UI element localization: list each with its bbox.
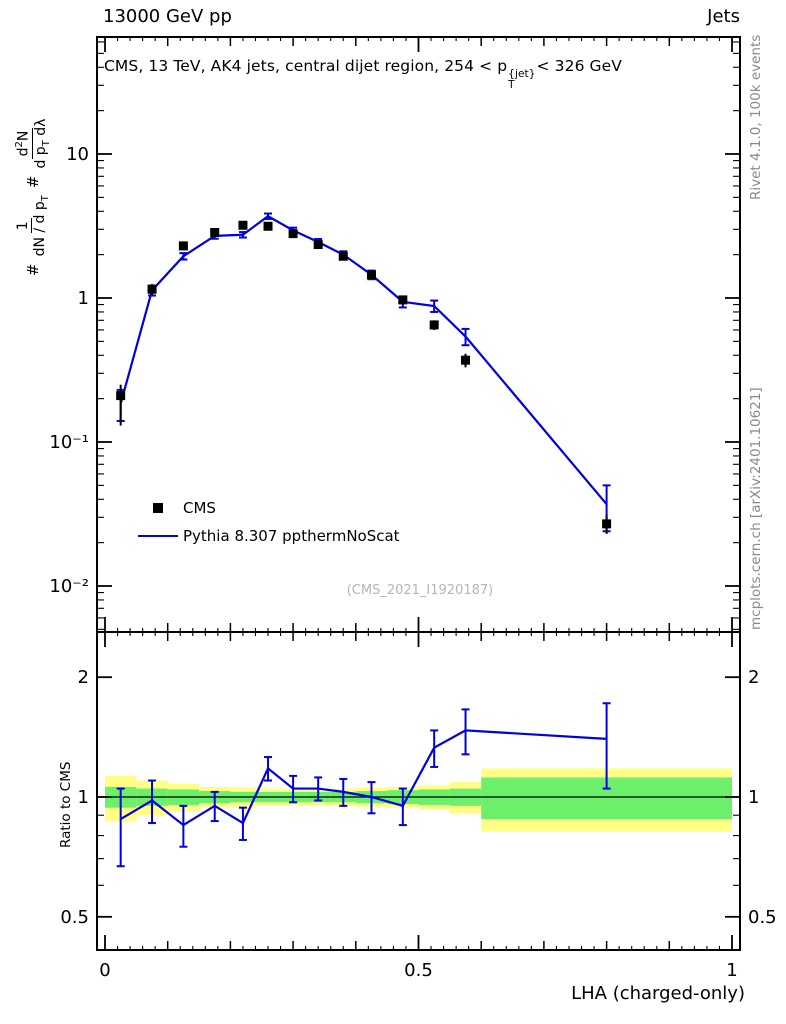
cms-data-marker: [178, 241, 188, 251]
legend-entry-pythia: Pythia 8.307 ppthermNoScat: [136, 522, 400, 550]
tick-label: 10⁻²: [49, 576, 89, 597]
legend-pythia-icon-box: [136, 535, 180, 537]
cms-data-marker: [147, 284, 157, 294]
ylabel-frac2-den-sub: T: [40, 140, 52, 147]
ylabel-frac1-num: 1: [14, 218, 32, 234]
cms-data-marker: [398, 295, 408, 305]
ratio-curve: [120, 729, 607, 827]
tick-label: 2: [748, 667, 759, 688]
tick-label: 1: [748, 787, 759, 808]
ylabel-frac2-den-text2: dλ: [32, 118, 49, 141]
mcplots-arxiv-label: mcplots.cern.ch [arXiv:2401.10621]: [748, 387, 764, 630]
cms-data-marker: [461, 355, 471, 365]
ratio-panel-frame: [96, 631, 741, 951]
tick-label: 2: [78, 667, 89, 688]
pt-jet-supsub: {jet} T: [508, 69, 535, 90]
ylabel-frac1-den: dN / d pT: [32, 193, 51, 258]
plot-title-suffix: < 326 GeV: [536, 57, 623, 75]
tick-label: 0: [99, 960, 110, 981]
cms-data-marker: [238, 220, 248, 230]
legend-cms-marker: [153, 503, 163, 513]
cms-data-marker: [366, 270, 376, 280]
main-y-axis-label: # 1 dN / d pT # d2N d pT dλ: [14, 117, 52, 276]
ylabel-frac2-num-d: d: [15, 147, 32, 157]
ylabel-frac1-den-text: dN / d p: [31, 201, 48, 257]
analysis-watermark: (CMS_2021_I1920187): [346, 583, 494, 598]
legend-pythia-line: [138, 535, 178, 537]
ylabel-fraction-2: d2N d pT dλ: [14, 117, 52, 171]
tick-label: 1: [78, 288, 89, 309]
pt-superscript: {jet}: [508, 68, 536, 80]
tick-label: 0.5: [748, 907, 777, 928]
legend-pythia-label: Pythia 8.307 ppthermNoScat: [183, 527, 400, 545]
cms-data-marker: [429, 320, 439, 330]
tick-label: 0.5: [404, 960, 433, 981]
ylabel-hash-1: #: [24, 263, 43, 276]
tick-label: 10⁻¹: [49, 432, 89, 453]
ylabel-frac2-num-sup: 2: [14, 141, 25, 148]
cms-data-marker: [288, 229, 298, 239]
plot-title-prefix: CMS, 13 TeV, AK4 jets, central dijet reg…: [104, 57, 508, 75]
ylabel-frac2-den: d pT dλ: [33, 117, 52, 171]
beam-energy-label: 13000 GeV pp: [103, 6, 232, 27]
ylabel-frac2-num: d2N: [14, 127, 33, 160]
ratio-y-axis-label: Ratio to CMS: [58, 761, 74, 848]
cms-data-marker: [116, 391, 126, 401]
ylabel-frac1-den-sub: T: [39, 195, 51, 202]
pt-subscript: T: [508, 78, 515, 91]
pythia-curve: [119, 214, 608, 505]
process-label: Jets: [707, 6, 740, 27]
x-axis-title: LHA (charged-only): [571, 983, 745, 1004]
tick-label: 1: [726, 960, 737, 981]
plot-title: CMS, 13 TeV, AK4 jets, central dijet reg…: [104, 57, 746, 90]
legend-cms-label: CMS: [183, 499, 216, 517]
ylabel-frac2-den-text: d p: [32, 146, 49, 169]
tick-label: 1: [78, 787, 89, 808]
cms-data-marker: [602, 519, 612, 529]
cms-data-marker: [313, 240, 323, 250]
tick-label: 10: [66, 144, 89, 165]
cms-data-marker: [338, 251, 348, 261]
tick-label: 0.5: [60, 907, 89, 928]
legend: CMS Pythia 8.307 ppthermNoScat: [136, 494, 400, 550]
ylabel-fraction-1: 1 dN / d pT: [14, 193, 51, 258]
ylabel-frac2-num-n: N: [15, 130, 32, 142]
cms-data-marker: [263, 221, 273, 231]
rivet-version-label: Rivet 4.1.0, 100k events: [748, 34, 764, 200]
legend-entry-cms: CMS: [136, 494, 400, 522]
cms-data-marker: [210, 228, 220, 238]
ylabel-hash-2: #: [24, 175, 43, 189]
legend-cms-icon-box: [136, 503, 180, 513]
